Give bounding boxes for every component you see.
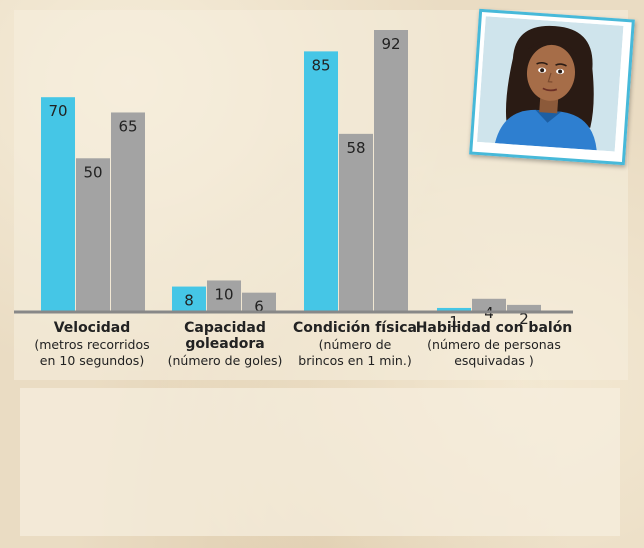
category-subtitle: (metros recorridos en 10 segundos)	[34, 337, 150, 368]
answer-panel	[20, 388, 620, 536]
bar	[41, 97, 75, 312]
avatar	[469, 8, 635, 166]
bar-value-label: 65	[118, 117, 137, 135]
girl-soccer-player-portrait-icon	[476, 16, 624, 152]
category-title: Capacidad goleadora	[184, 320, 266, 352]
bar	[111, 112, 145, 311]
category-title: Habilidad con balón	[415, 320, 573, 336]
bar	[207, 280, 241, 311]
category-title: Condición física	[292, 320, 417, 336]
bar-value-label: 1	[449, 313, 459, 331]
bar	[472, 298, 506, 311]
bar	[76, 158, 110, 311]
bar-value-label: 50	[83, 163, 102, 181]
bar	[172, 286, 206, 311]
bar-value-label: 2	[519, 310, 529, 328]
category-subtitle: (número de goles)	[167, 353, 283, 368]
bar-value-label: 6	[254, 298, 264, 316]
category-subtitle: (número de personas esquivadas )	[427, 337, 561, 368]
bar-value-label: 10	[214, 285, 233, 303]
bar-value-label: 70	[48, 102, 67, 120]
bar	[507, 304, 541, 311]
category-title: Velocidad	[53, 320, 131, 336]
bar	[339, 133, 373, 311]
bar	[304, 51, 338, 312]
bar-value-label: 92	[381, 35, 400, 53]
bar-value-label: 85	[311, 56, 330, 74]
bar	[374, 30, 408, 311]
bar	[242, 292, 276, 311]
bar	[437, 307, 471, 311]
category-subtitle: (número de brincos en 1 min.)	[298, 337, 412, 368]
bar-value-label: 8	[184, 292, 194, 310]
bar-value-label: 58	[346, 139, 365, 157]
